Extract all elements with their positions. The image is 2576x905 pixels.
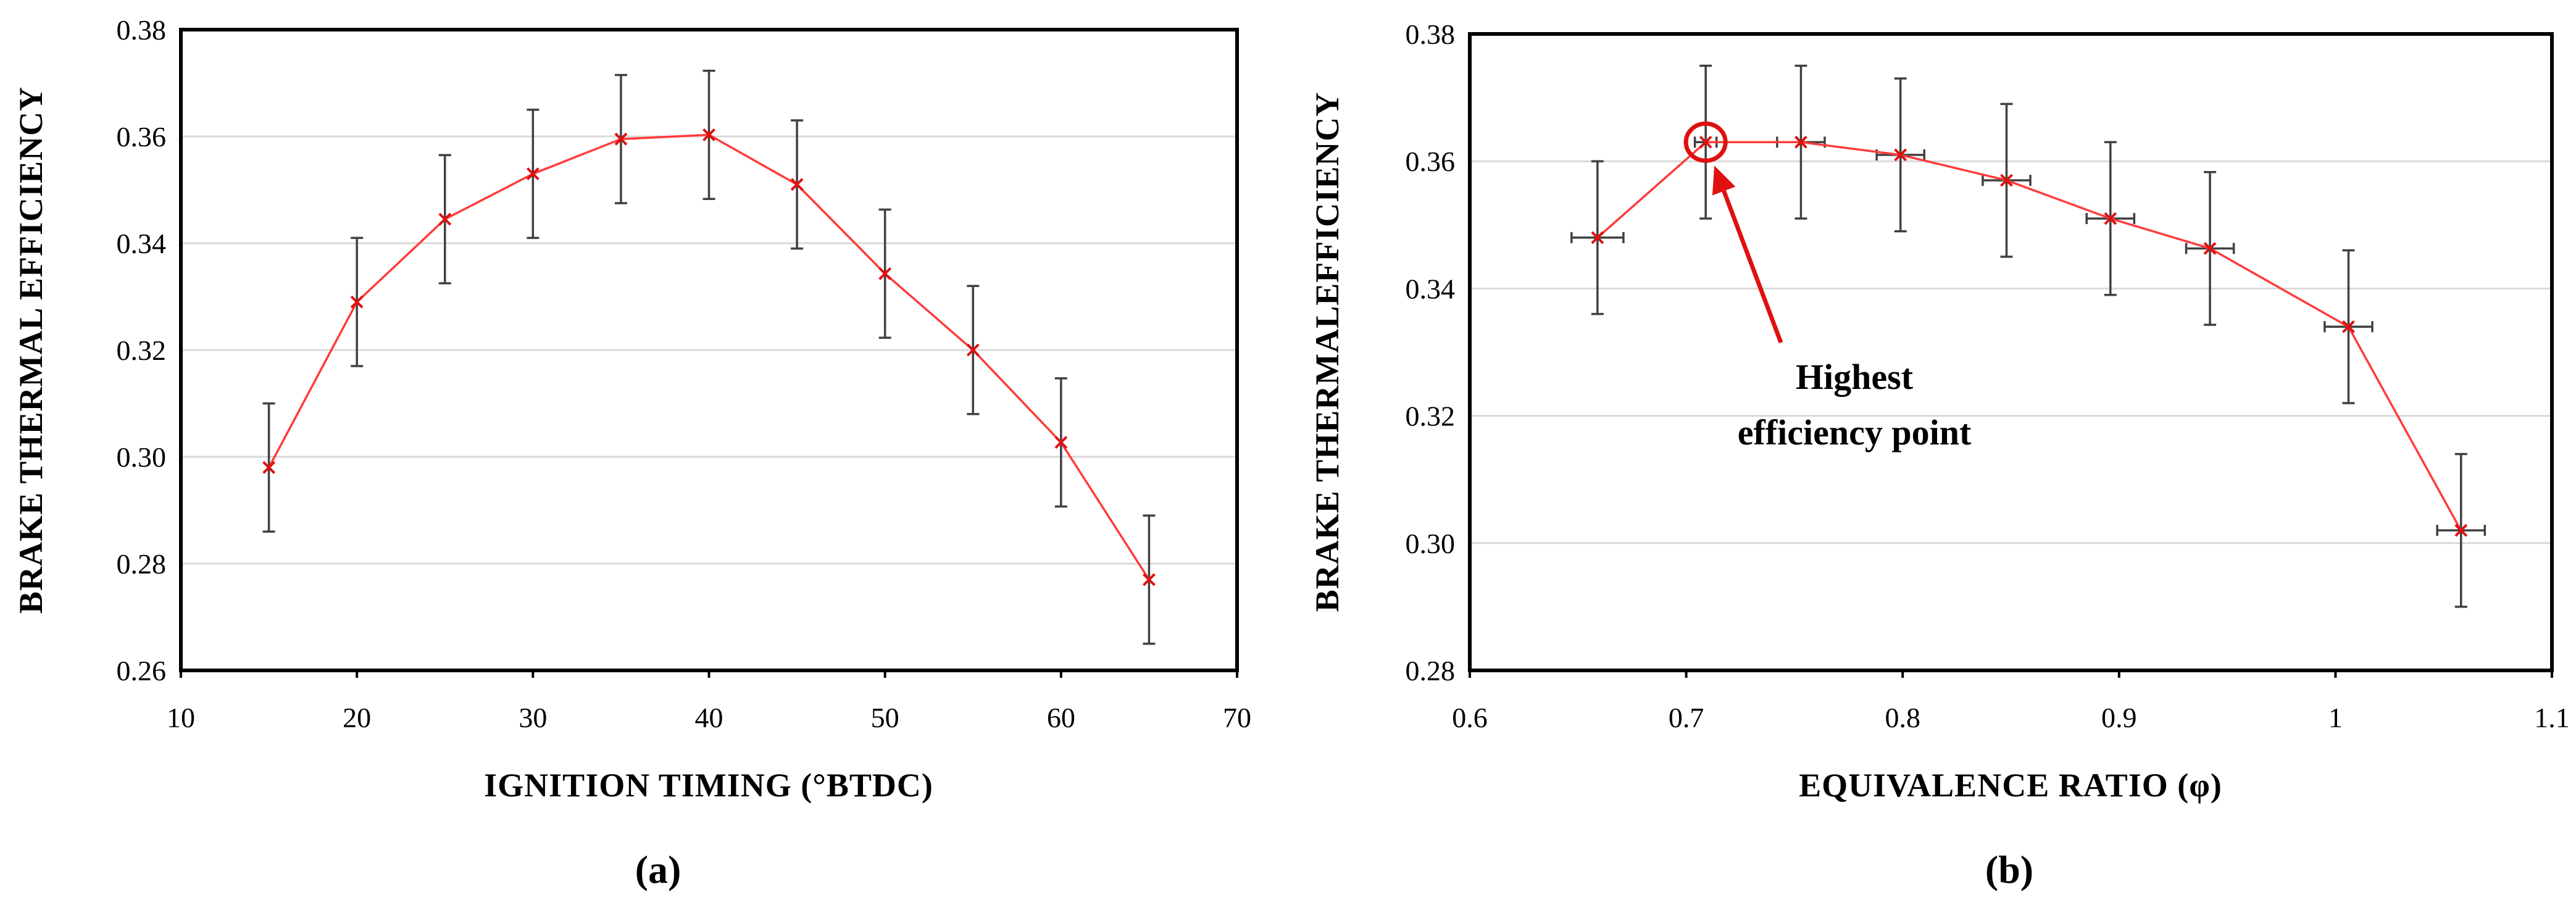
y-tick-label: 0.26 bbox=[117, 655, 167, 686]
data-point bbox=[350, 295, 364, 309]
data-point bbox=[1699, 135, 1712, 149]
data-point bbox=[262, 461, 275, 474]
data-point bbox=[526, 167, 540, 180]
data-point bbox=[2000, 173, 2013, 187]
chart-a-error-bars bbox=[262, 69, 1156, 645]
chart-a-x-axis-label: IGNITION TIMING (°BTDC) bbox=[484, 767, 933, 804]
x-tick-label: 50 bbox=[871, 702, 899, 733]
data-point bbox=[1054, 436, 1068, 449]
chart-a-series-line bbox=[268, 133, 1150, 580]
chart-b-y-axis-label: BRAKE THERMALEFFICIENCY bbox=[1309, 92, 1346, 612]
y-tick-label: 0.34 bbox=[1406, 273, 1456, 304]
x-tick-label: 40 bbox=[695, 702, 723, 733]
x-tick-label: 0.9 bbox=[2101, 702, 2137, 733]
annotation-line-2: efficiency point bbox=[1738, 412, 1972, 453]
chart-b-x-axis-label: EQUIVALENCE RATIO (φ) bbox=[1799, 767, 2222, 804]
chart-b-panel-label: (b) bbox=[1985, 848, 2033, 891]
x-tick-label: 20 bbox=[343, 702, 371, 733]
chart-b-error-bars bbox=[1570, 64, 2486, 608]
x-tick-label: 60 bbox=[1047, 702, 1075, 733]
y-tick-label: 0.28 bbox=[117, 548, 167, 580]
data-point bbox=[2104, 212, 2117, 225]
chart-a-y-axis-label: BRAKE THERMAL EFFICIENCY bbox=[12, 86, 49, 614]
x-tick-label: 0.8 bbox=[1885, 702, 1920, 733]
y-tick-label: 0.30 bbox=[1406, 528, 1456, 559]
chart-b-ticks: 0.28 0.30 0.32 0.34 0.36 0.38 0.6 0.7 0.8 0.9 1 1.1 bbox=[1406, 19, 2570, 733]
data-point bbox=[1143, 573, 1156, 586]
x-tick-label: 10 bbox=[167, 702, 195, 733]
data-point bbox=[878, 267, 892, 280]
data-point bbox=[1794, 135, 1807, 149]
data-point bbox=[614, 132, 628, 146]
x-tick-label: 0.6 bbox=[1452, 702, 1488, 733]
data-point bbox=[1894, 148, 1907, 162]
y-tick-label: 0.36 bbox=[1406, 146, 1456, 177]
chart-a-ticks: 0.26 0.28 0.30 0.32 0.34 0.36 0.38 10 20 30 40 50 60… bbox=[117, 14, 1252, 733]
x-tick-label: 70 bbox=[1223, 702, 1251, 733]
chart-b-gridlines bbox=[1470, 160, 2552, 544]
y-tick-label: 0.38 bbox=[1406, 19, 1456, 50]
x-tick-label: 30 bbox=[519, 702, 547, 733]
y-tick-label: 0.38 bbox=[117, 14, 167, 46]
data-point bbox=[2454, 523, 2468, 537]
y-tick-label: 0.32 bbox=[117, 335, 167, 366]
chart-a-gridlines bbox=[181, 135, 1237, 565]
y-tick-label: 0.30 bbox=[117, 441, 167, 473]
data-point bbox=[2342, 320, 2355, 333]
chart-a: 0.26 0.28 0.30 0.32 0.34 0.36 0.38 10 20 30 40 50 60… bbox=[12, 14, 1251, 891]
x-tick-label: 1 bbox=[2328, 702, 2343, 733]
y-tick-label: 0.32 bbox=[1406, 401, 1456, 432]
data-point bbox=[438, 212, 452, 226]
data-point bbox=[2203, 242, 2217, 255]
data-point bbox=[1591, 231, 1604, 244]
annotation-arrow-head bbox=[1712, 165, 1736, 196]
annotation-arrow bbox=[1722, 190, 1783, 344]
chart-a-panel-label: (a) bbox=[635, 848, 682, 891]
x-tick-label: 0.7 bbox=[1669, 702, 1704, 733]
data-point bbox=[790, 178, 804, 191]
chart-b-plot-frame bbox=[1468, 32, 2554, 672]
data-point bbox=[702, 128, 715, 141]
annotation-line-1: Highest bbox=[1796, 357, 1914, 397]
y-tick-label: 0.36 bbox=[117, 121, 167, 152]
chart-b-annotation: Highest efficiency point bbox=[1683, 121, 1972, 453]
y-tick-label: 0.28 bbox=[1406, 655, 1456, 686]
highest-point-circle bbox=[1683, 121, 1728, 163]
chart-b: 0.28 0.30 0.32 0.34 0.36 0.38 0.6 0.7 0.8 0.9 1 1.1… bbox=[1309, 19, 2570, 891]
chart-a-markers bbox=[262, 128, 1156, 586]
data-point bbox=[966, 343, 980, 357]
chart-b-markers bbox=[1591, 135, 2468, 537]
y-tick-label: 0.34 bbox=[117, 228, 167, 259]
x-tick-label: 1.1 bbox=[2534, 702, 2570, 733]
